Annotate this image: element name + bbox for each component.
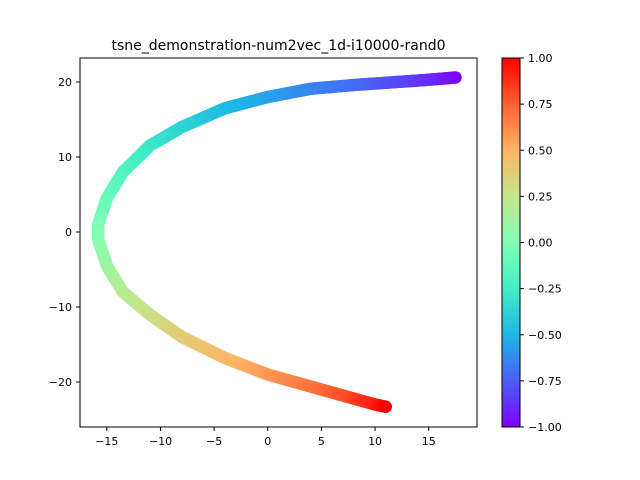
x-tick-label: 0 bbox=[264, 435, 271, 448]
x-tick-label: 5 bbox=[318, 435, 325, 448]
colorbar-tick-label: −0.75 bbox=[528, 375, 562, 388]
plot-frame bbox=[79, 57, 478, 428]
colorbar-tick-label: 0.25 bbox=[528, 190, 553, 203]
y-tick-label: 10 bbox=[58, 151, 72, 164]
colorbar-tick-label: −0.50 bbox=[528, 329, 562, 342]
x-tick-label: −15 bbox=[95, 435, 118, 448]
chart-title: tsne_demonstration-num2vec_1d-i10000-ran… bbox=[111, 38, 445, 54]
x-tick-label: 10 bbox=[368, 435, 382, 448]
colorbar-tick-label: 1.00 bbox=[528, 52, 553, 65]
colorbar bbox=[501, 57, 521, 428]
colorbar-tick-label: 0.00 bbox=[528, 237, 553, 250]
x-tick-label: −10 bbox=[149, 435, 172, 448]
scatter-point bbox=[379, 400, 392, 413]
colorbar-axis: −1.00 −0.75 −0.50 −0.25 0.00 0.25 0.50 0.75 1.00 bbox=[520, 52, 562, 434]
y-axis: −20 −10 0 10 20 bbox=[49, 76, 80, 389]
colorbar-tick-label: −0.25 bbox=[528, 283, 562, 296]
x-axis: −15 −10 −5 0 5 10 15 bbox=[95, 427, 436, 448]
scatter-points bbox=[92, 71, 462, 413]
colorbar-tick-label: −1.00 bbox=[528, 421, 562, 434]
y-tick-label: 20 bbox=[58, 76, 72, 89]
x-tick-label: −5 bbox=[206, 435, 222, 448]
colorbar-tick-label: 0.75 bbox=[528, 98, 553, 111]
y-tick-label: 0 bbox=[65, 226, 72, 239]
y-tick-label: −10 bbox=[49, 301, 72, 314]
x-tick-label: 15 bbox=[422, 435, 436, 448]
y-tick-label: −20 bbox=[49, 376, 72, 389]
colorbar-tick-label: 0.50 bbox=[528, 144, 553, 157]
